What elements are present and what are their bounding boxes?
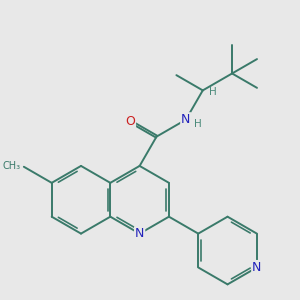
Text: N: N	[181, 113, 190, 126]
Text: N: N	[252, 261, 262, 274]
Text: O: O	[125, 115, 135, 128]
Text: N: N	[135, 227, 144, 240]
Text: H: H	[194, 119, 202, 130]
Text: H: H	[209, 87, 217, 98]
Text: CH₃: CH₃	[2, 161, 21, 171]
